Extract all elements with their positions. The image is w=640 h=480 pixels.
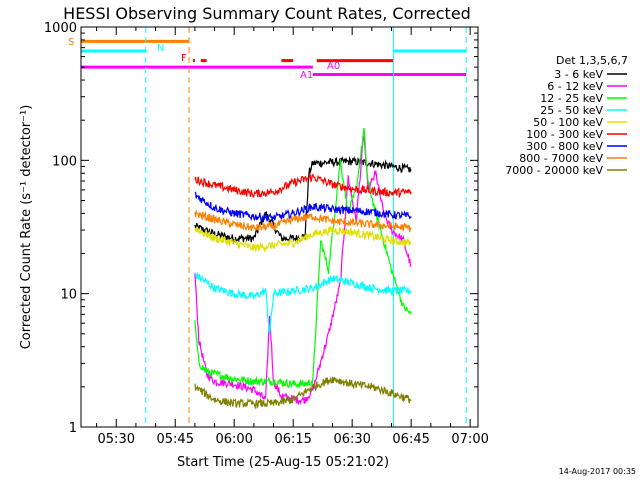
x-tick-label: 06:30 — [333, 432, 370, 447]
x-tick-label: 06:45 — [392, 432, 429, 447]
x-tick-label: 06:00 — [215, 432, 252, 447]
x-axis: 05:30 05:45 06:00 06:15 06:30 06:45 07:00 — [96, 27, 489, 447]
flag-label-n: N — [157, 43, 164, 54]
flags-layer — [81, 39, 467, 77]
chart-title: HESSI Observing Summary Count Rates, Cor… — [63, 4, 471, 23]
legend-entry-label: 12 - 25 keV — [540, 92, 603, 105]
x-tick-label: 06:15 — [274, 432, 311, 447]
series-layer — [194, 127, 412, 410]
x-axis-label: Start Time (25-Aug-15 05:21:02) — [177, 455, 389, 470]
series-line — [194, 127, 412, 389]
series-line — [194, 225, 412, 253]
legend-entry-label: 7000 - 20000 keV — [505, 164, 603, 177]
series-line — [194, 173, 412, 199]
legend-entry-label: 3 - 6 keV — [554, 68, 603, 81]
legend-entry-label: 300 - 800 keV — [526, 140, 603, 153]
x-tick-label: 05:30 — [98, 432, 135, 447]
y-tick-label: 10 — [60, 288, 77, 303]
y-tick-label: 1000 — [44, 21, 77, 36]
series-line — [194, 155, 412, 245]
y-axis-label: Corrected Count Rate (s⁻¹ detector⁻¹) — [19, 105, 34, 350]
flag-label-a0: A0 — [327, 61, 340, 72]
x-tick-label: 07:00 — [451, 432, 488, 447]
series-line — [194, 135, 412, 406]
legend-title: Det 1,3,5,6,7 — [556, 54, 628, 67]
series-line — [194, 272, 412, 335]
legend-entry-label: 800 - 7000 keV — [519, 152, 603, 165]
flag-label-a1: A1 — [300, 70, 313, 81]
plot-frame — [80, 26, 479, 428]
flag-labels: S N F A0 A1 — [68, 37, 340, 81]
series-line — [194, 191, 412, 222]
legend-entry-label: 6 - 12 keV — [547, 80, 603, 93]
series-line — [194, 210, 412, 233]
flag-label-s: S — [68, 37, 74, 48]
flag-label-f: F — [181, 53, 187, 64]
legend-entry-label: 25 - 50 keV — [540, 104, 603, 117]
legend-entry-label: 50 - 100 keV — [533, 116, 603, 129]
legend-entry-label: 100 - 300 keV — [526, 128, 603, 141]
y-tick-label: 1 — [69, 421, 77, 436]
y-axis: 1 10 100 1000 — [44, 21, 478, 436]
footer-date: 14-Aug-2017 00:35 — [559, 467, 636, 476]
series-line — [194, 376, 412, 410]
x-tick-label: 05:45 — [157, 432, 194, 447]
y-tick-label: 100 — [52, 154, 77, 169]
